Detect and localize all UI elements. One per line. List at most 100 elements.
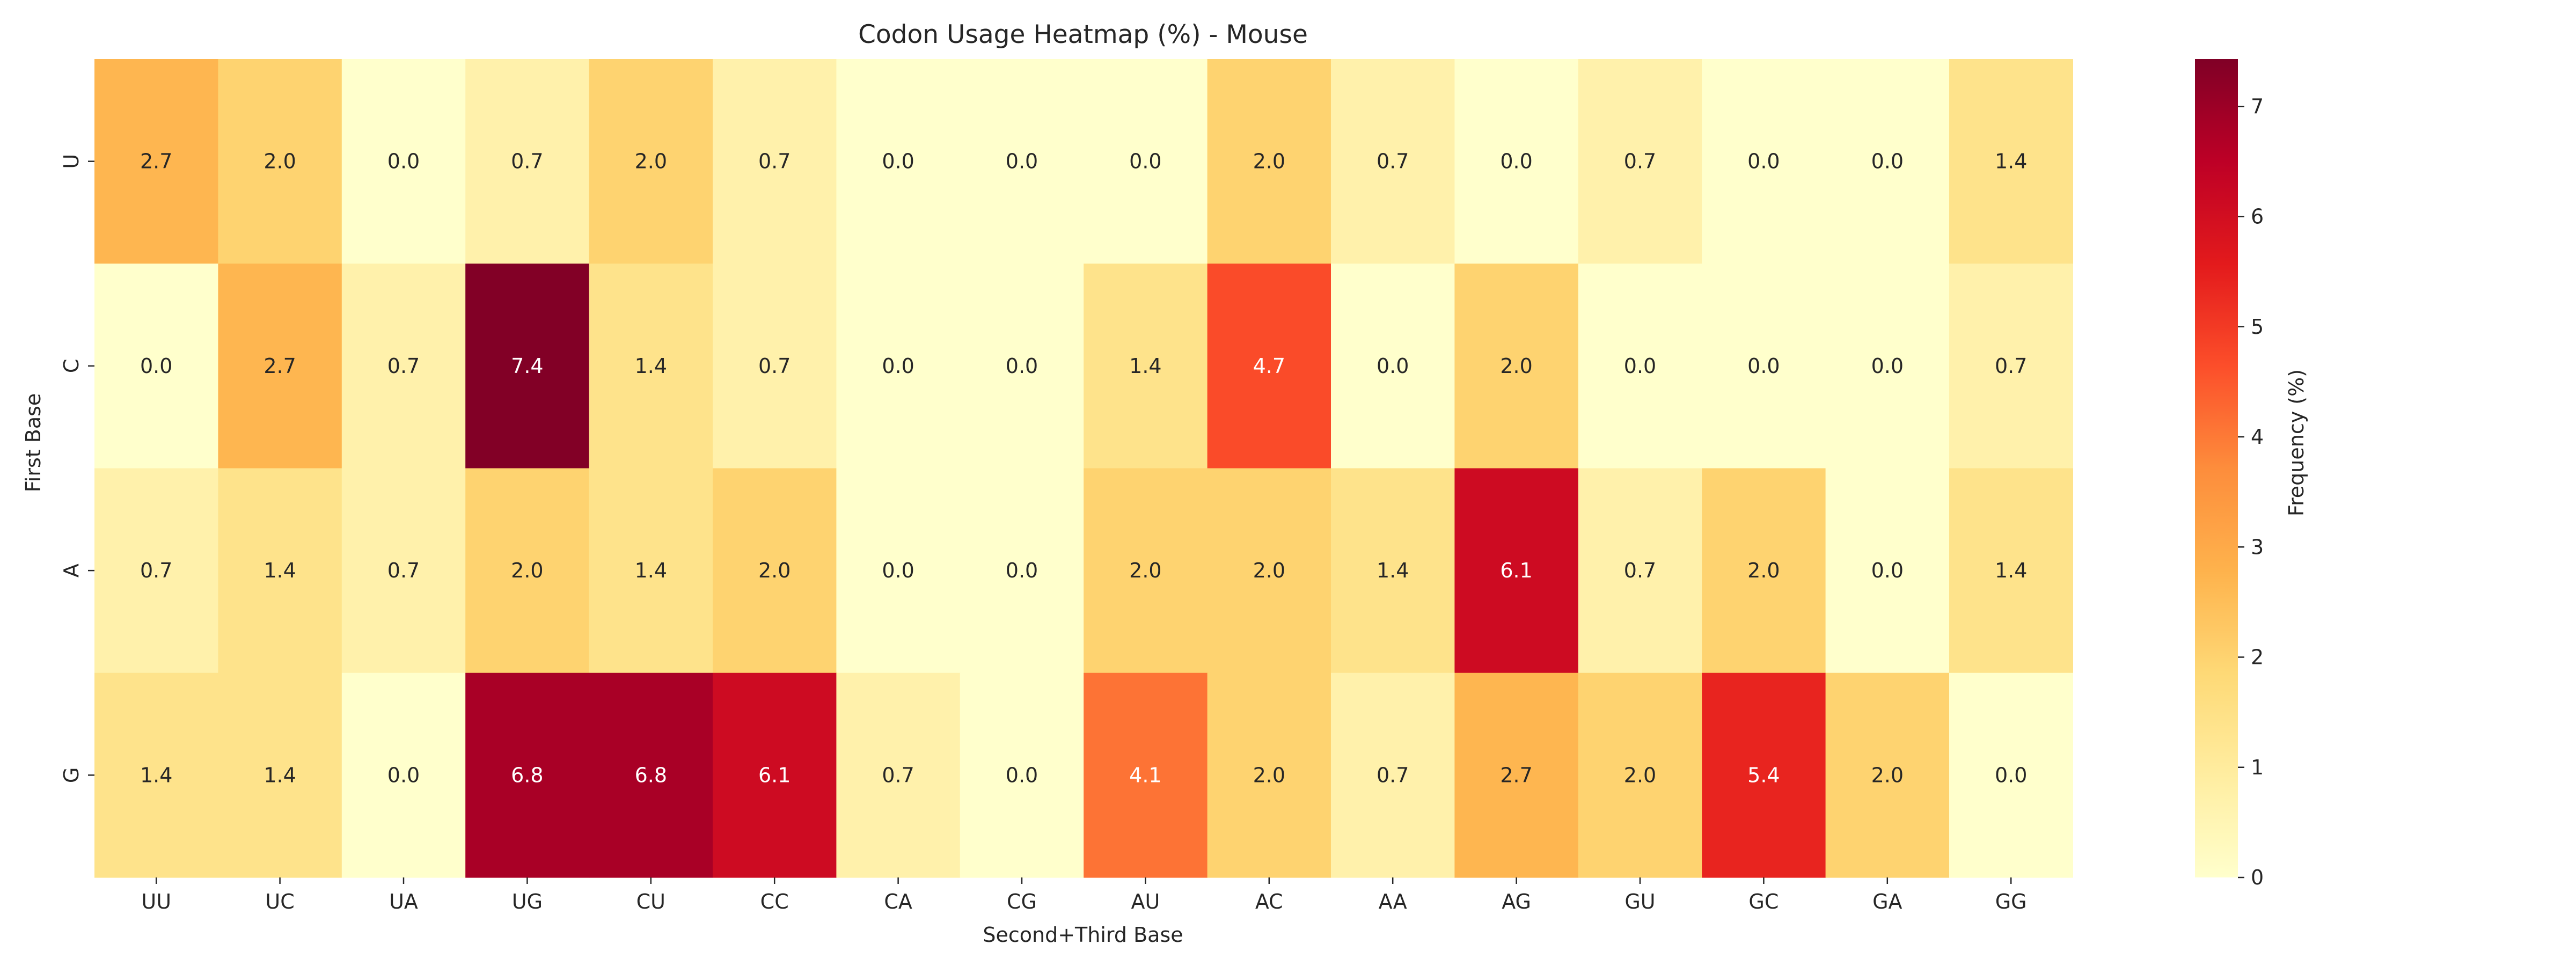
heatmap-cell (1207, 59, 1331, 264)
x-tick-label: AC (1255, 890, 1283, 913)
heatmap-cell (218, 264, 342, 469)
heatmap-cell (1702, 264, 1826, 469)
x-tick-label: CA (884, 890, 912, 913)
cell-value: 2.7 (1500, 763, 1532, 787)
heatmap-cell (1949, 468, 2073, 674)
cell-value: 0.7 (1377, 763, 1409, 787)
colorbar-tick-label: 7 (2251, 94, 2264, 118)
cell-value: 0.0 (1624, 354, 1656, 378)
heatmap-cells (94, 59, 2073, 878)
cell-value: 0.7 (387, 354, 420, 378)
x-tick-label: CG (1007, 890, 1037, 913)
heatmap-cell (1454, 672, 1579, 878)
heatmap-cell (465, 264, 590, 469)
cell-value: 2.0 (1253, 559, 1285, 582)
cell-value: 1.4 (1377, 559, 1409, 582)
heatmap-cell (1084, 672, 1208, 878)
cell-value: 2.0 (1871, 763, 1904, 787)
heatmap-cell (589, 468, 713, 674)
cell-value: 0.7 (882, 763, 914, 787)
cell-value: 2.0 (1747, 559, 1780, 582)
cell-value: 1.4 (635, 354, 667, 378)
heatmap-cell (1702, 59, 1826, 264)
chart-title: Codon Usage Heatmap (%) - Mouse (858, 20, 1308, 49)
heatmap-cell (1084, 264, 1208, 469)
cell-value: 2.0 (511, 559, 543, 582)
heatmap-cell (465, 468, 590, 674)
heatmap-cell (341, 468, 466, 674)
heatmap-cell (713, 468, 837, 674)
heatmap-cell (1084, 59, 1208, 264)
cell-value: 2.0 (758, 559, 791, 582)
heatmap-cell (218, 59, 342, 264)
y-tick-label: C (60, 359, 83, 374)
x-tick-label: UG (512, 890, 543, 913)
heatmap-cell (589, 672, 713, 878)
heatmap-cell (960, 264, 1084, 469)
heatmap-cell (1454, 59, 1579, 264)
heatmap-cell (1702, 468, 1826, 674)
cell-value: 0.7 (1624, 150, 1656, 173)
heatmap-cell (94, 264, 218, 469)
heatmap-cell (94, 672, 218, 878)
cell-value: 0.7 (1377, 150, 1409, 173)
heatmap-cell (1702, 672, 1826, 878)
cell-value: 0.0 (1006, 559, 1038, 582)
cell-value: 4.1 (1129, 763, 1161, 787)
cell-value: 0.0 (1871, 354, 1904, 378)
heatmap-cell (1825, 672, 1950, 878)
cell-value: 2.0 (1253, 763, 1285, 787)
x-axis: UU UC UA UG CU CC CA CG AU AC AA AG GU GC GA GG (141, 877, 2027, 913)
heatmap-cell (1578, 264, 1702, 469)
cell-value: 7.4 (511, 354, 543, 378)
cell-value: 0.0 (882, 354, 914, 378)
colorbar-label: Frequency (%) (2285, 369, 2308, 516)
cell-value: 0.0 (1006, 354, 1038, 378)
cell-value: 0.7 (511, 150, 543, 173)
x-tick-label: UA (389, 890, 418, 913)
cell-value: 6.1 (758, 763, 791, 787)
x-tick-label: UC (265, 890, 294, 913)
cell-value: 0.0 (882, 559, 914, 582)
cell-value: 2.7 (140, 150, 172, 173)
heatmap-cell (1207, 468, 1331, 674)
cell-value: 1.4 (635, 559, 667, 582)
heatmap-cell (589, 59, 713, 264)
y-axis-label: First Base (21, 393, 45, 493)
cell-value: 0.0 (1377, 354, 1409, 378)
cell-value: 2.0 (1253, 150, 1285, 173)
heatmap-cell (465, 672, 590, 878)
heatmap-cell (1454, 468, 1579, 674)
heatmap-cell (465, 59, 590, 264)
cell-value: 1.4 (1995, 559, 2027, 582)
cell-value: 6.8 (511, 763, 543, 787)
heatmap-cell (1454, 264, 1579, 469)
x-tick-label: AU (1131, 890, 1160, 913)
heatmap-cell (218, 468, 342, 674)
heatmap-cell (836, 59, 961, 264)
heatmap-cell (341, 59, 466, 264)
x-tick-label: CC (760, 890, 789, 913)
cell-value: 0.0 (1871, 150, 1904, 173)
colorbar-ticks: 0 1 2 3 4 5 6 7 (2238, 94, 2264, 889)
heatmap-cell (218, 672, 342, 878)
cell-value: 2.0 (635, 150, 667, 173)
y-tick-label: U (60, 154, 83, 169)
y-tick-label: G (60, 767, 83, 783)
heatmap-cell (1949, 59, 2073, 264)
x-axis-label: Second+Third Base (983, 923, 1183, 947)
x-tick-label: GC (1748, 890, 1779, 913)
cell-value: 1.4 (264, 763, 296, 787)
cell-value: 4.7 (1253, 354, 1285, 378)
heatmap-cell (1207, 264, 1331, 469)
cell-value: 0.7 (758, 150, 791, 173)
cell-value: 0.0 (1500, 150, 1532, 173)
heatmap-cell (713, 672, 837, 878)
y-axis: U C A G (60, 154, 94, 783)
cell-value: 0.0 (1747, 150, 1780, 173)
x-tick-label: GG (1995, 890, 2027, 913)
heatmap-cell (94, 59, 218, 264)
cell-value: 1.4 (1995, 150, 2027, 173)
heatmap-cell (589, 264, 713, 469)
